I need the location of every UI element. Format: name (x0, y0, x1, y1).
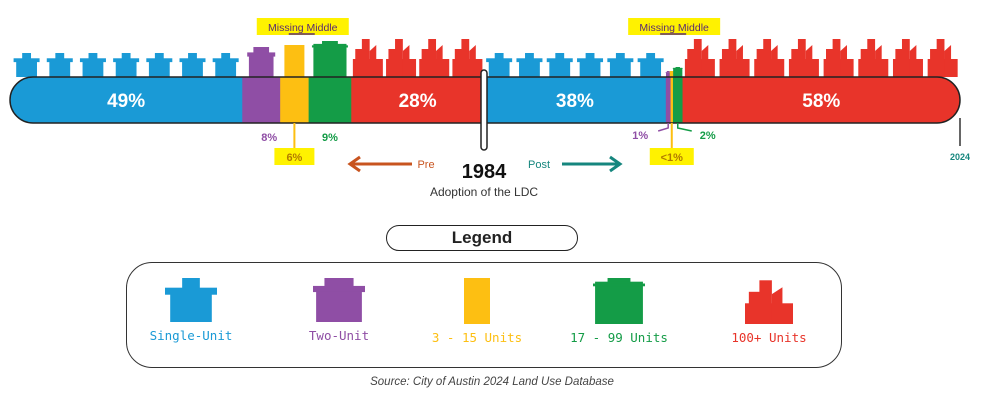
small-apartment-icon (284, 45, 305, 77)
high-rise-icon (892, 39, 923, 77)
legend-item: Single-Unit (126, 278, 256, 343)
house-icon (13, 53, 40, 77)
high-rise-icon (386, 39, 417, 77)
segment-value-label: 8% (261, 132, 277, 144)
end-year-label: 2024 (950, 152, 970, 162)
post-arrow-head (609, 155, 623, 173)
high-rise-icon (745, 280, 793, 324)
high-rise-icon (452, 39, 483, 77)
segment-value-label: 1% (632, 130, 648, 142)
legend-item: 17 - 99 Units (554, 278, 684, 345)
legend-title: Legend (386, 225, 578, 251)
house-icon (165, 278, 217, 322)
house-icon (577, 53, 604, 77)
house-icon (113, 53, 140, 77)
leader-line (657, 123, 669, 132)
duplex-icon (313, 278, 365, 322)
segment-value-label: 49% (107, 91, 145, 112)
labels-layer: 49% 8% 6% 9% 28% Missing Middle 38% 1% <1% 2% 58% M… (107, 18, 970, 199)
legend-item: 3 - 15 Units (412, 278, 542, 345)
high-rise-icon (719, 39, 750, 77)
segment-value-label: 28% (399, 91, 437, 112)
label-highlight (649, 148, 694, 165)
bars-layer (10, 77, 960, 123)
segment-value-label: 38% (556, 91, 594, 112)
bar-segment (308, 77, 352, 123)
high-rise-icon (823, 39, 854, 77)
legend-item: 100+ Units (704, 278, 834, 345)
missing-middle-highlight (256, 18, 349, 35)
legend-label: 17 - 99 Units (570, 330, 668, 345)
legend-label: 3 - 15 Units (431, 330, 523, 345)
duplex-icon (247, 47, 276, 77)
bar-segment (280, 77, 310, 123)
high-rise-icon (754, 39, 785, 77)
icons-layer (13, 39, 958, 77)
pre-label: Pre (417, 159, 434, 171)
mid-rise-icon (593, 278, 645, 324)
missing-middle-label: Missing Middle (639, 22, 709, 34)
legend-box (126, 262, 842, 368)
segment-value-label: 2% (700, 130, 716, 142)
bar-segment (682, 77, 960, 123)
small-apartment-icon (464, 278, 490, 324)
small-apartment-icon (669, 71, 674, 77)
house-icon (486, 53, 513, 77)
house-icon (212, 53, 239, 77)
house-icon (146, 53, 173, 77)
mid-rise-icon (311, 41, 348, 77)
pre-arrow-head (347, 155, 361, 173)
bar-segment (351, 77, 485, 123)
post-label: Post (528, 159, 550, 171)
bar-segment (10, 77, 243, 123)
bar-segment (670, 77, 674, 123)
legend-label: Single-Unit (149, 328, 233, 343)
high-rise-icon (927, 39, 958, 77)
high-rise-icon (352, 39, 383, 77)
high-rise-icon (419, 39, 450, 77)
bar-segment (484, 77, 667, 123)
legend-item: Two-Unit (274, 278, 404, 343)
bar-segment (672, 77, 684, 123)
leader-line (676, 123, 692, 132)
house-icon (546, 53, 573, 77)
duplex-icon (665, 71, 671, 77)
mid-rise-icon (672, 67, 683, 77)
legend-label: 100+ Units (731, 330, 807, 345)
legend-label: Two-Unit (308, 328, 370, 343)
high-rise-icon (788, 39, 819, 77)
house-icon (637, 53, 664, 77)
divider-marker (480, 69, 488, 151)
house-icon (46, 53, 73, 77)
house-icon (79, 53, 106, 77)
bar-segment (665, 77, 672, 123)
house-icon (516, 53, 543, 77)
missing-middle-highlight (628, 18, 721, 35)
label-highlight (274, 148, 315, 165)
source-note: Source: City of Austin 2024 Land Use Dat… (370, 376, 614, 388)
high-rise-icon (858, 39, 889, 77)
bar-segment (242, 77, 281, 123)
segment-value-label: 9% (322, 132, 338, 144)
house-icon (607, 53, 634, 77)
divider-caption: Adoption of the LDC (430, 185, 538, 199)
missing-middle-label: Missing Middle (268, 22, 338, 34)
divider-year: 1984 (462, 161, 507, 183)
house-icon (179, 53, 206, 77)
high-rise-icon (684, 39, 715, 77)
segment-value-label: <1% (661, 152, 684, 164)
segment-value-label: 58% (802, 91, 840, 112)
segment-value-label: 6% (286, 152, 302, 164)
